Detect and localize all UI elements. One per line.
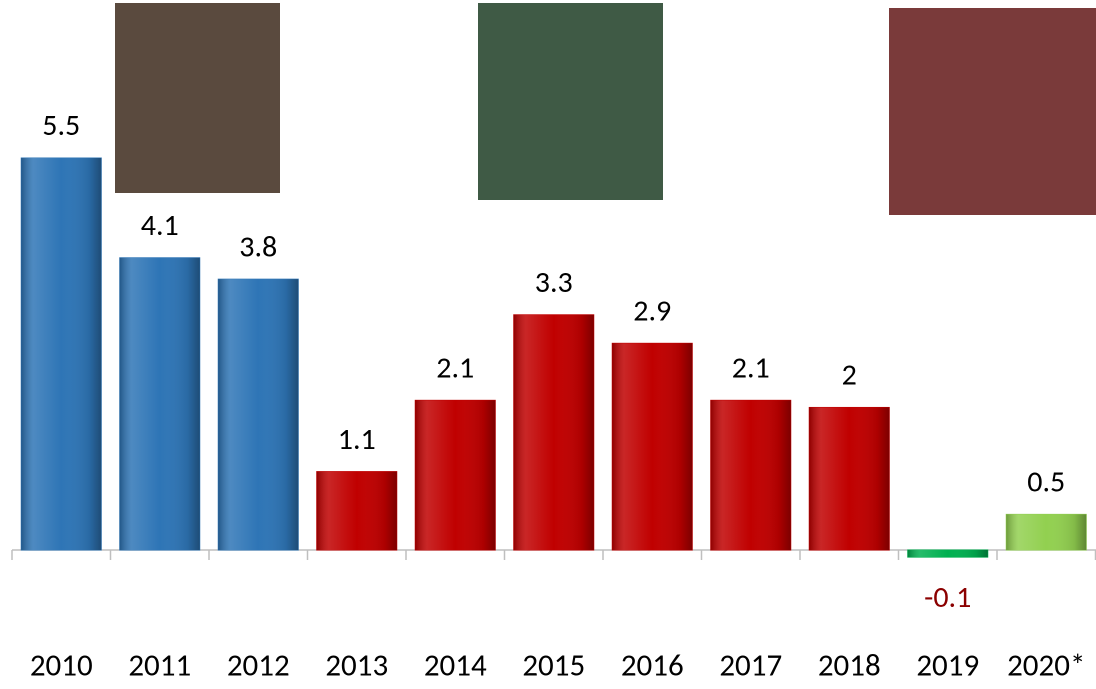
x-tick-label: 2014 — [424, 646, 487, 684]
photo — [478, 3, 663, 200]
data-label: 2.1 — [436, 349, 474, 386]
chart: 2010 5.5 2011 4.1 2012 3.8 2013 1.1 2014 2.1 2015 3… — [0, 0, 1096, 689]
photo — [115, 3, 280, 193]
bar-shade — [612, 343, 692, 550]
x-tick-label: 2010 — [30, 646, 93, 684]
x-tick-label: 2018 — [818, 646, 881, 684]
data-label: 2.9 — [633, 292, 671, 329]
data-label: 3.8 — [239, 228, 277, 265]
data-label: -0.1 — [924, 579, 971, 616]
x-tick-label: 2019 — [916, 646, 979, 684]
x-tick-label: 2015 — [522, 646, 585, 684]
bar-shade — [711, 400, 791, 550]
x-tick-label: 2011 — [128, 646, 191, 684]
data-label: 1.1 — [338, 421, 376, 458]
bar-shade — [908, 550, 988, 557]
bar-shade — [218, 279, 298, 550]
data-label: 4.1 — [141, 207, 179, 244]
data-label: 5.5 — [42, 107, 80, 144]
page: {"chart_data": {"type": "bar", "categori… — [0, 0, 1096, 689]
x-tick-label: 2016 — [621, 646, 684, 684]
bar-shade — [1006, 514, 1086, 550]
bar-shade — [415, 400, 495, 550]
x-tick-label: 2020* — [1007, 646, 1085, 684]
bar-shade — [514, 315, 594, 550]
bar-shade — [120, 258, 200, 550]
bar-shade — [317, 472, 397, 550]
x-tick-label: 2017 — [719, 646, 782, 684]
photo — [889, 8, 1096, 215]
data-label: 2.1 — [732, 349, 770, 386]
data-label: 2 — [842, 357, 857, 394]
bar-shade — [809, 407, 889, 550]
x-tick-label: 2013 — [325, 646, 388, 684]
data-label: 0.5 — [1027, 464, 1065, 501]
bar-shade — [21, 158, 101, 550]
data-label: 3.3 — [535, 264, 573, 301]
x-tick-label: 2012 — [227, 646, 290, 684]
